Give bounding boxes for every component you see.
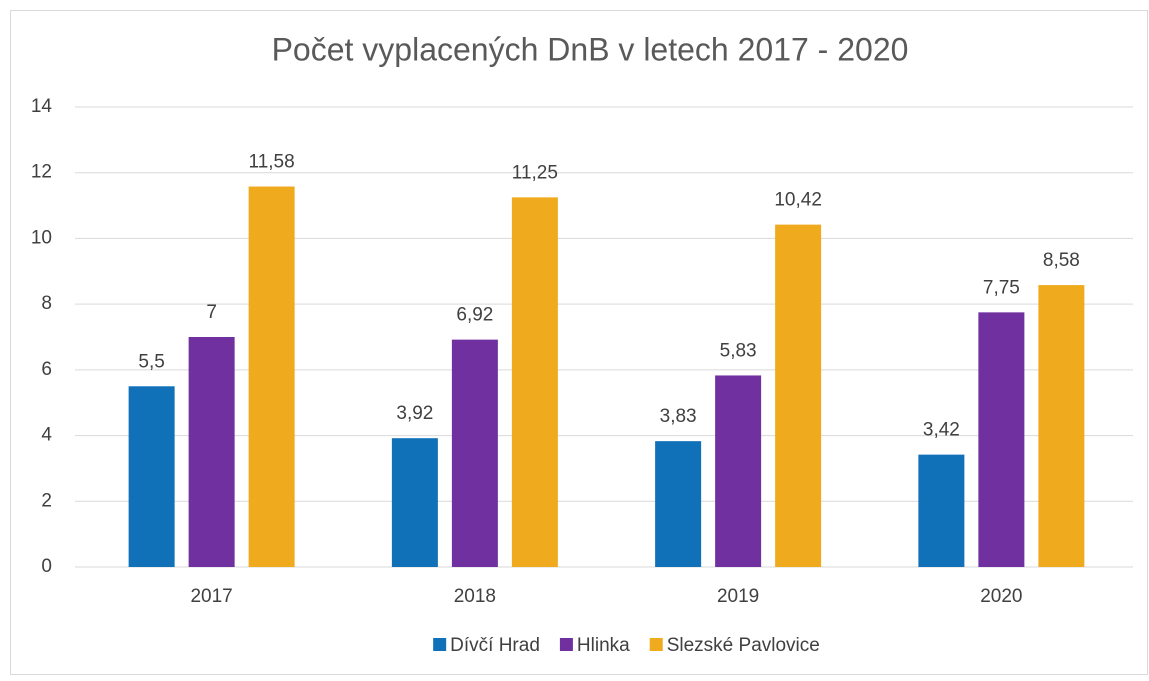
data-label: 11,58 (249, 152, 295, 173)
bar (775, 224, 822, 567)
data-label: 8,58 (1043, 250, 1080, 271)
legend-label: Dívčí Hrad (450, 635, 540, 656)
x-tick-label: 2018 (454, 586, 496, 607)
bar (391, 438, 438, 567)
bar (128, 386, 175, 567)
bar (451, 339, 498, 567)
y-tick-label: 6 (41, 359, 52, 380)
bar (248, 186, 295, 567)
bar (918, 454, 965, 567)
legend-swatch (433, 638, 447, 651)
data-label: 10,42 (774, 190, 822, 211)
x-tick-label: 2020 (980, 586, 1022, 607)
y-tick-label: 14 (31, 96, 53, 117)
data-label: 5,5 (138, 351, 164, 372)
x-tick-label: 2019 (717, 586, 759, 607)
data-label: 11,25 (512, 162, 558, 183)
y-tick-label: 4 (41, 425, 52, 446)
x-tick-label: 2017 (190, 586, 232, 607)
legend-swatch (649, 638, 663, 651)
bar (715, 375, 762, 567)
chart-frame (10, 10, 1148, 675)
y-tick-label: 8 (41, 293, 52, 314)
data-label: 7 (206, 302, 217, 323)
y-tick-label: 12 (31, 162, 52, 183)
data-label: 6,92 (456, 305, 493, 326)
legend-label: Hlinka (577, 635, 630, 656)
bar (1038, 285, 1085, 567)
data-label: 3,42 (923, 420, 960, 441)
y-tick-label: 0 (41, 556, 52, 577)
chart-title: Počet vyplacených DnB v letech 2017 - 20… (272, 31, 909, 67)
bar (978, 312, 1025, 567)
bar (655, 441, 702, 567)
y-tick-label: 2 (41, 490, 52, 511)
legend-label: Slezské Pavlovice (667, 635, 820, 656)
data-label: 7,75 (983, 277, 1020, 298)
legend-swatch (559, 638, 573, 651)
data-label: 3,92 (396, 403, 433, 424)
y-tick-label: 10 (31, 227, 52, 248)
data-label: 3,83 (660, 406, 697, 427)
data-label: 5,83 (720, 340, 757, 361)
bar (188, 337, 235, 567)
bar (511, 197, 558, 567)
